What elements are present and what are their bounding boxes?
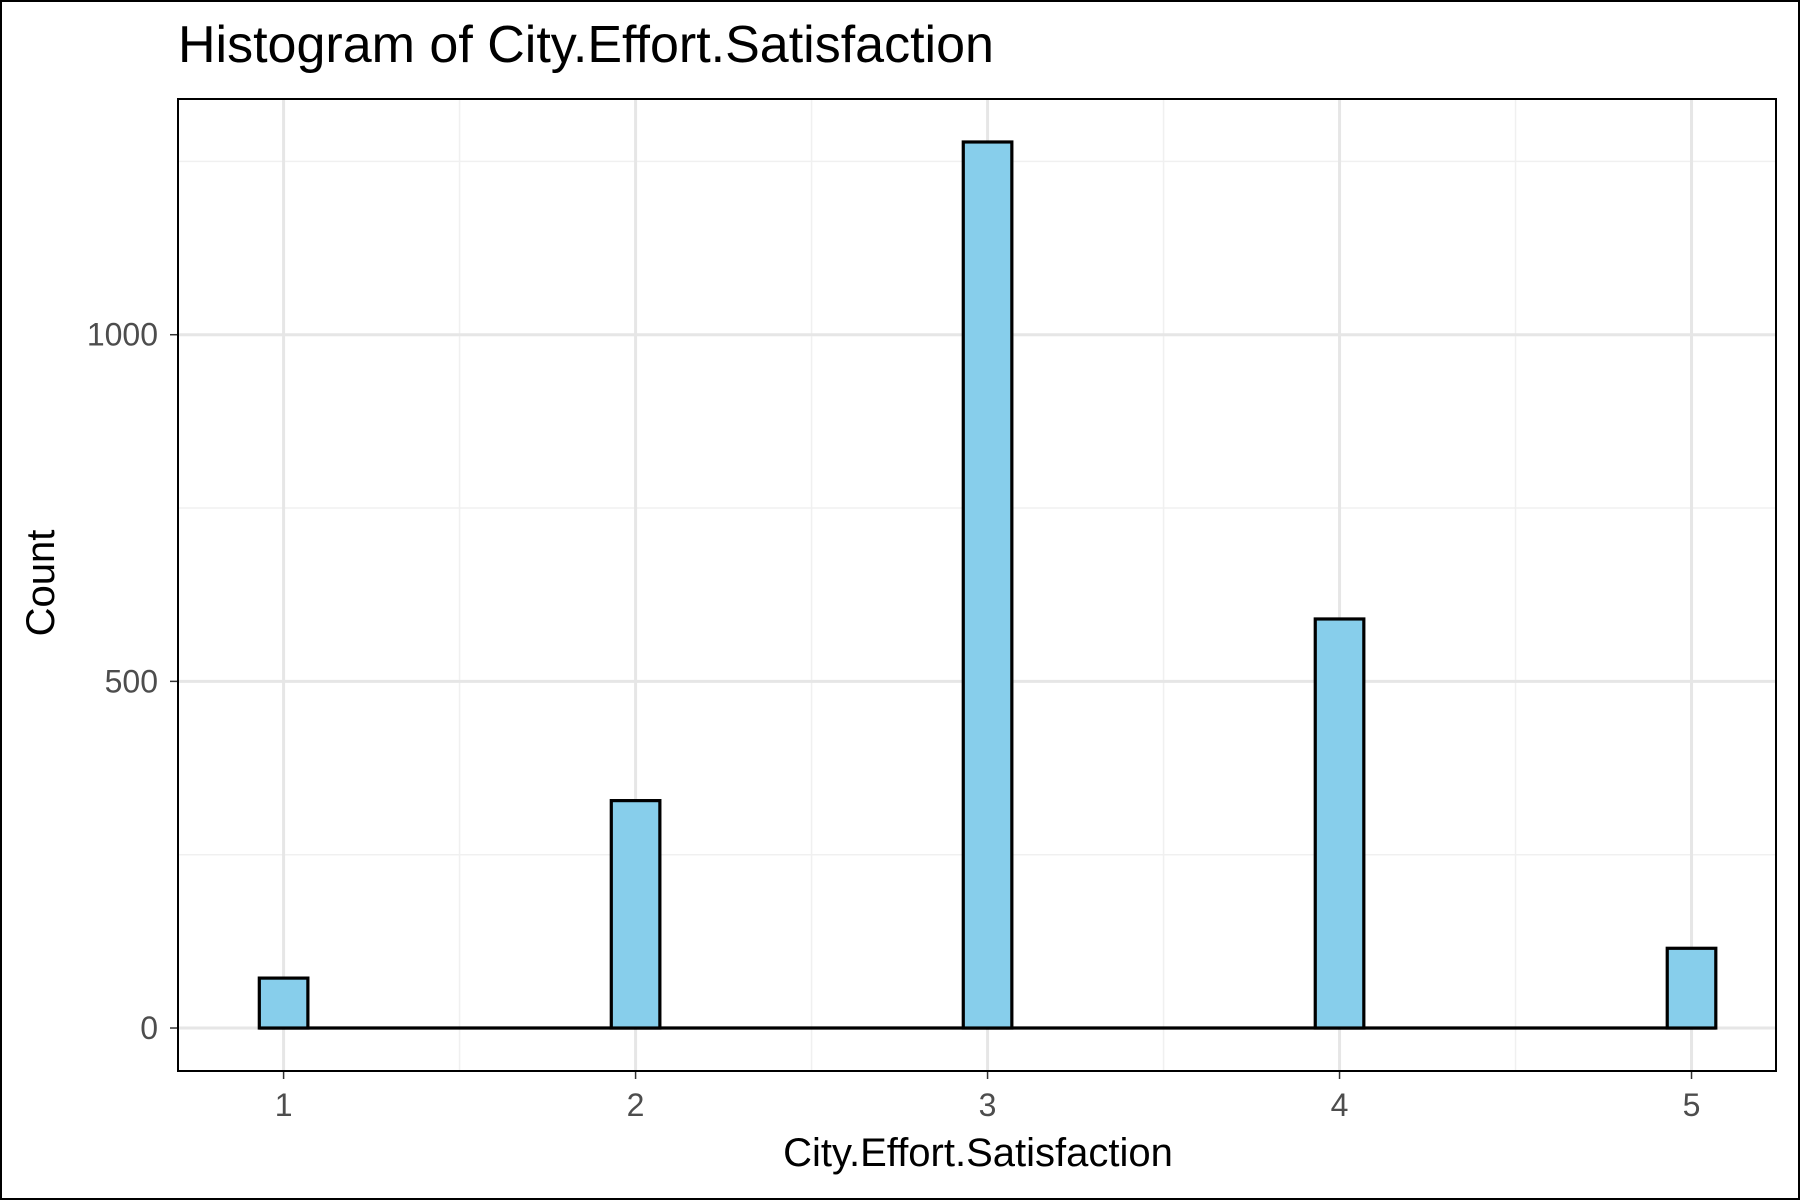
y-tick-label: 1000 — [87, 317, 158, 353]
x-tick-label: 4 — [1331, 1087, 1349, 1123]
x-tick-label: 3 — [979, 1087, 997, 1123]
x-tick-label: 2 — [627, 1087, 645, 1123]
x-tick-label: 5 — [1683, 1087, 1701, 1123]
histogram-bar — [1313, 617, 1366, 1030]
y-axis-label: Count — [19, 530, 63, 637]
axis-layer: 0 500 1000 1 2 3 4 5 — [87, 317, 1701, 1123]
plot-panel-border — [177, 98, 1777, 1072]
bars-layer — [257, 140, 1718, 1030]
histogram-bar — [961, 140, 1014, 1030]
histogram-bar — [609, 799, 662, 1030]
x-axis-label: City.Effort.Satisfaction — [783, 1131, 1173, 1175]
y-tick-label: 0 — [140, 1010, 158, 1046]
chart-title: Histogram of City.Effort.Satisfaction — [178, 16, 994, 74]
y-tick-label: 500 — [105, 663, 158, 699]
x-tick-label: 1 — [275, 1087, 293, 1123]
histogram-bar — [257, 976, 310, 1030]
histogram-bar — [1665, 946, 1718, 1030]
